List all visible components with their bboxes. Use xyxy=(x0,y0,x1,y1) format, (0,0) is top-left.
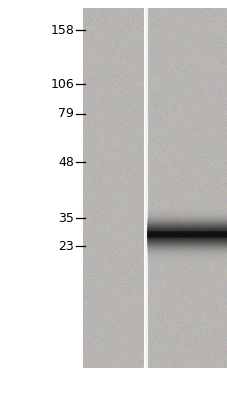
Text: 23: 23 xyxy=(58,240,74,252)
Text: 35: 35 xyxy=(58,212,74,224)
Text: 48: 48 xyxy=(58,156,74,168)
Text: 106: 106 xyxy=(50,78,74,90)
Text: 79: 79 xyxy=(58,108,74,120)
Text: 158: 158 xyxy=(50,24,74,36)
